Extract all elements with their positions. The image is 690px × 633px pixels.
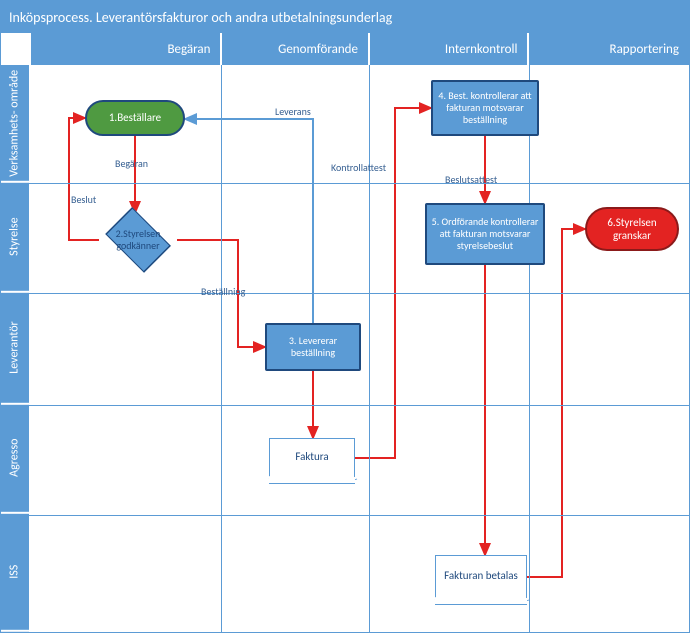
col-header-2: Internkontroll bbox=[368, 33, 528, 65]
col-header-3: Rapportering bbox=[527, 33, 689, 65]
col-header-0: Begäran bbox=[29, 33, 220, 65]
node-n2: 2.Styrelsen godkänner bbox=[99, 213, 177, 267]
edge-label-1: Begäran bbox=[115, 157, 148, 170]
node-n4: 4. Best. kontrollerar att fakturan motsv… bbox=[431, 80, 539, 136]
node-n5: 5. Ordförande kontrollerar att fakturan … bbox=[425, 203, 545, 265]
node-doc1: Faktura bbox=[269, 438, 355, 478]
row-headers: Verksamhets- områdeStyrelseLeverantörAgr… bbox=[1, 65, 29, 632]
grid-vline bbox=[369, 65, 370, 632]
row-header-2: Leverantör bbox=[1, 293, 29, 405]
edge-label-4: Kontrollattest bbox=[331, 161, 386, 174]
diagram-container: Inköpsprocess. Leverantörsfakturor och a… bbox=[0, 0, 690, 633]
edge-beslut-return bbox=[69, 118, 99, 240]
node-doc2: Fakturan betalas bbox=[435, 555, 527, 599]
node-n3: 3. Levererar beställning bbox=[265, 323, 361, 371]
grid-hline bbox=[29, 183, 689, 184]
edge-betalas-to-granskar bbox=[527, 229, 585, 577]
title-bar: Inköpsprocess. Leverantörsfakturor och a… bbox=[1, 1, 689, 33]
col-header-1: Genomförande bbox=[220, 33, 368, 65]
grid-hline bbox=[29, 293, 689, 294]
edge-label-3: Beställning bbox=[201, 285, 245, 298]
grid-hline bbox=[29, 405, 689, 406]
row-header-4: ISS bbox=[1, 514, 29, 632]
swimlane-grid: 1.Beställare 2.Styrelsen godkänner 3. Leve… bbox=[29, 65, 689, 632]
grid-hline bbox=[29, 515, 689, 516]
row-header-0: Verksamhets- område bbox=[1, 65, 29, 183]
edge-label-2: Beslut bbox=[71, 193, 96, 206]
edge-label-0: Leverans bbox=[275, 105, 311, 118]
row-header-1: Styrelse bbox=[1, 183, 29, 293]
grid-vline bbox=[221, 65, 222, 632]
grid-vline bbox=[529, 65, 530, 632]
row-header-3: Agresso bbox=[1, 404, 29, 514]
node-n1: 1.Beställare bbox=[85, 100, 185, 136]
node-n6: 6.Styrelsen granskar bbox=[585, 207, 679, 251]
diagram-title: Inköpsprocess. Leverantörsfakturor och a… bbox=[9, 9, 392, 26]
edge-label-5: Beslutsattest bbox=[445, 173, 497, 186]
column-headers: BegäranGenomförandeInternkontrollRapport… bbox=[29, 33, 689, 65]
